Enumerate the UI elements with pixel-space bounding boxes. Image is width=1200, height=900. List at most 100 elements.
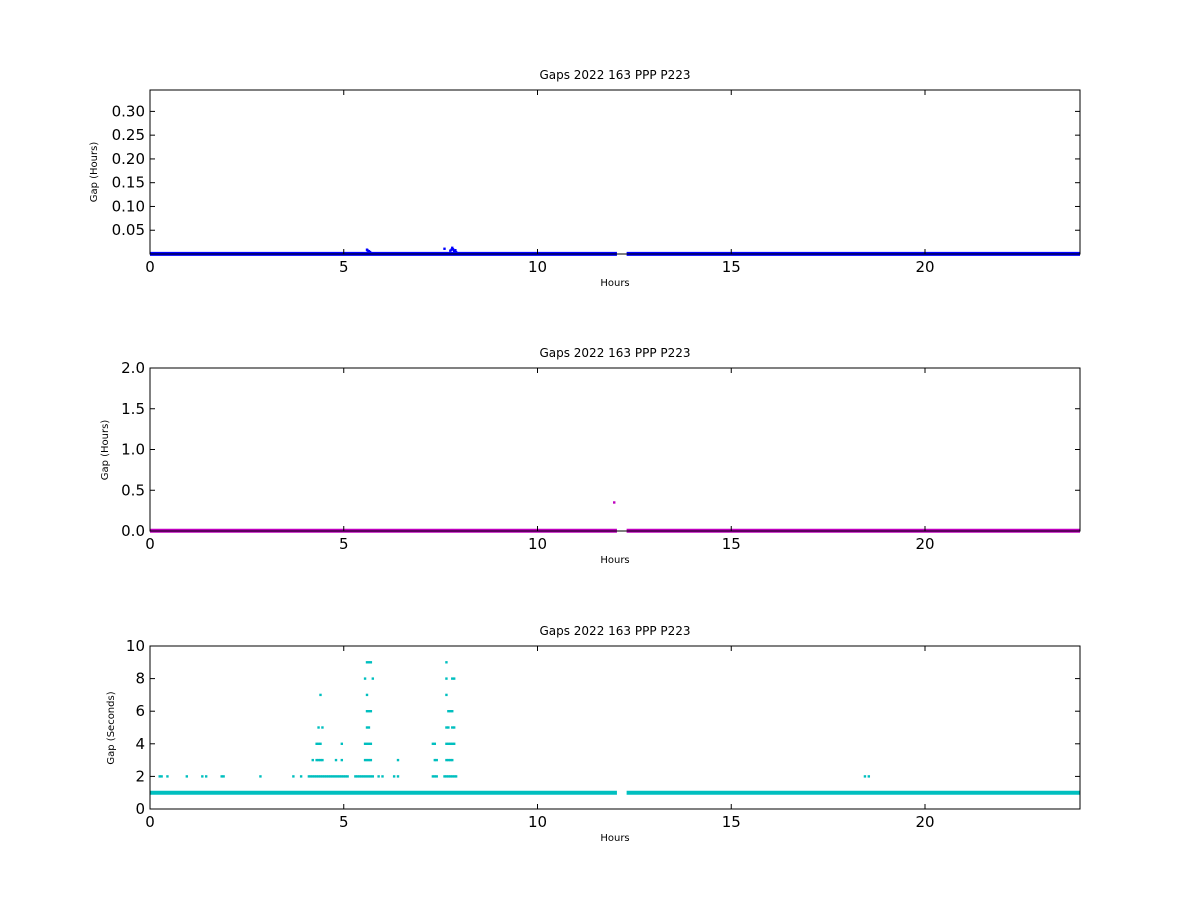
- y-tick-label: 0.10: [112, 197, 145, 215]
- data-point: [449, 775, 452, 778]
- data-point: [336, 775, 340, 778]
- x-tick-label: 10: [528, 813, 547, 831]
- data-point: [330, 775, 334, 778]
- data-point: [319, 758, 322, 762]
- subplot-1: 0 5 10 15 20 0.05 0.10 0.15 0.20 0.25 0.30 Gaps 202…: [89, 68, 1081, 289]
- data-point: [447, 758, 450, 762]
- data-point: [334, 758, 338, 762]
- data-point: [445, 661, 448, 664]
- data-point: [321, 726, 324, 729]
- x-tick-label: 20: [915, 535, 934, 553]
- x-tick-label: 10: [528, 258, 547, 276]
- data-point: [452, 775, 456, 778]
- data-point: [315, 758, 318, 762]
- data-point: [365, 661, 369, 664]
- data-point: [867, 775, 871, 778]
- x-tick-label: 5: [339, 535, 349, 553]
- x-tick-label: 5: [339, 813, 349, 831]
- data-point: [220, 775, 223, 778]
- plot-frame: [149, 89, 1081, 255]
- data-point: [317, 742, 320, 745]
- y-axis-label: Gap (Hours): [89, 142, 100, 203]
- data-point: [319, 775, 322, 778]
- data-point: [435, 775, 438, 778]
- data-point: [445, 742, 448, 745]
- data-point: [368, 250, 372, 254]
- chart-title: Gaps 2022 163 PPP P223: [539, 68, 690, 82]
- y-tick-label: 0.5: [121, 481, 145, 499]
- data-point: [449, 742, 452, 745]
- y-tick-label: 2: [135, 767, 145, 785]
- data-point: [367, 726, 371, 729]
- data-point: [369, 758, 373, 762]
- data-point: [369, 775, 373, 778]
- y-tick-label: 0.05: [112, 221, 145, 239]
- data-point: [396, 775, 400, 778]
- data-point: [363, 677, 367, 680]
- data-point: [367, 742, 371, 745]
- data-point: [452, 726, 456, 729]
- data-point: [365, 726, 369, 729]
- data-point: [158, 775, 161, 778]
- data-point: [346, 775, 349, 778]
- y-tick-label: 1.5: [121, 400, 145, 418]
- subplot-3: 0 5 10 15 20 0 2 4 6 8 10 Gaps 2022 163 PPP P223 Hou…: [106, 624, 1081, 844]
- data-point: [204, 775, 208, 778]
- data-point: [431, 775, 435, 778]
- data-point: [451, 248, 455, 251]
- data-point: [363, 758, 367, 762]
- data-point: [315, 775, 318, 778]
- y-tick-label: 10: [126, 637, 145, 655]
- x-axis-label: Hours: [600, 555, 629, 566]
- data-point: [356, 775, 359, 778]
- data-point: [367, 758, 371, 762]
- y-tick-label: 1.0: [121, 441, 145, 459]
- data-point: [307, 775, 311, 778]
- y-tick-label: 6: [135, 702, 145, 720]
- data-point: [166, 775, 169, 778]
- data-point: [319, 693, 322, 697]
- x-tick-label: 0: [145, 258, 155, 276]
- data-point: [371, 775, 375, 778]
- x-tick-label: 15: [722, 535, 741, 553]
- data-point: [451, 528, 454, 532]
- subplot-2: 0 5 10 15 20 0.0 0.5 1.0 1.5 2.0 Gaps 2022 163 PPP…: [100, 346, 1081, 566]
- data-point: [201, 775, 204, 778]
- x-tick-label: 0: [145, 535, 155, 553]
- y-axis-label: Gap (Hours): [100, 420, 111, 481]
- data-point: [454, 250, 458, 254]
- y-axis-label: Gap (Seconds): [106, 691, 117, 764]
- data-point: [447, 742, 450, 745]
- x-tick-label: 15: [722, 258, 741, 276]
- x-tick-label: 20: [915, 813, 934, 831]
- data-point: [311, 758, 314, 762]
- data-point: [863, 775, 867, 778]
- x-axis-label: Hours: [600, 833, 629, 844]
- data-point: [317, 726, 320, 729]
- data-point: [313, 775, 316, 778]
- data-point: [323, 775, 326, 778]
- data-point: [354, 775, 357, 778]
- data-point: [450, 248, 453, 251]
- data-point: [361, 775, 365, 778]
- data-point: [443, 775, 446, 778]
- y-tick-label: 0.30: [112, 102, 145, 120]
- data-point: [369, 742, 373, 745]
- data-point: [358, 775, 361, 778]
- data-point: [299, 775, 303, 778]
- data-point: [315, 742, 318, 745]
- y-tick-label: 2.0: [121, 359, 145, 377]
- data-point: [160, 775, 163, 778]
- data-point: [371, 677, 375, 680]
- data-point: [431, 742, 435, 745]
- data-point: [338, 775, 342, 778]
- data-point: [340, 775, 344, 778]
- data-point: [359, 775, 363, 778]
- data-point: [396, 758, 400, 762]
- data-point: [613, 501, 616, 504]
- data-point: [365, 529, 369, 532]
- data-point: [451, 742, 454, 745]
- data-point: [222, 775, 225, 778]
- data-point: [451, 758, 454, 762]
- plot-frame: [149, 645, 1081, 810]
